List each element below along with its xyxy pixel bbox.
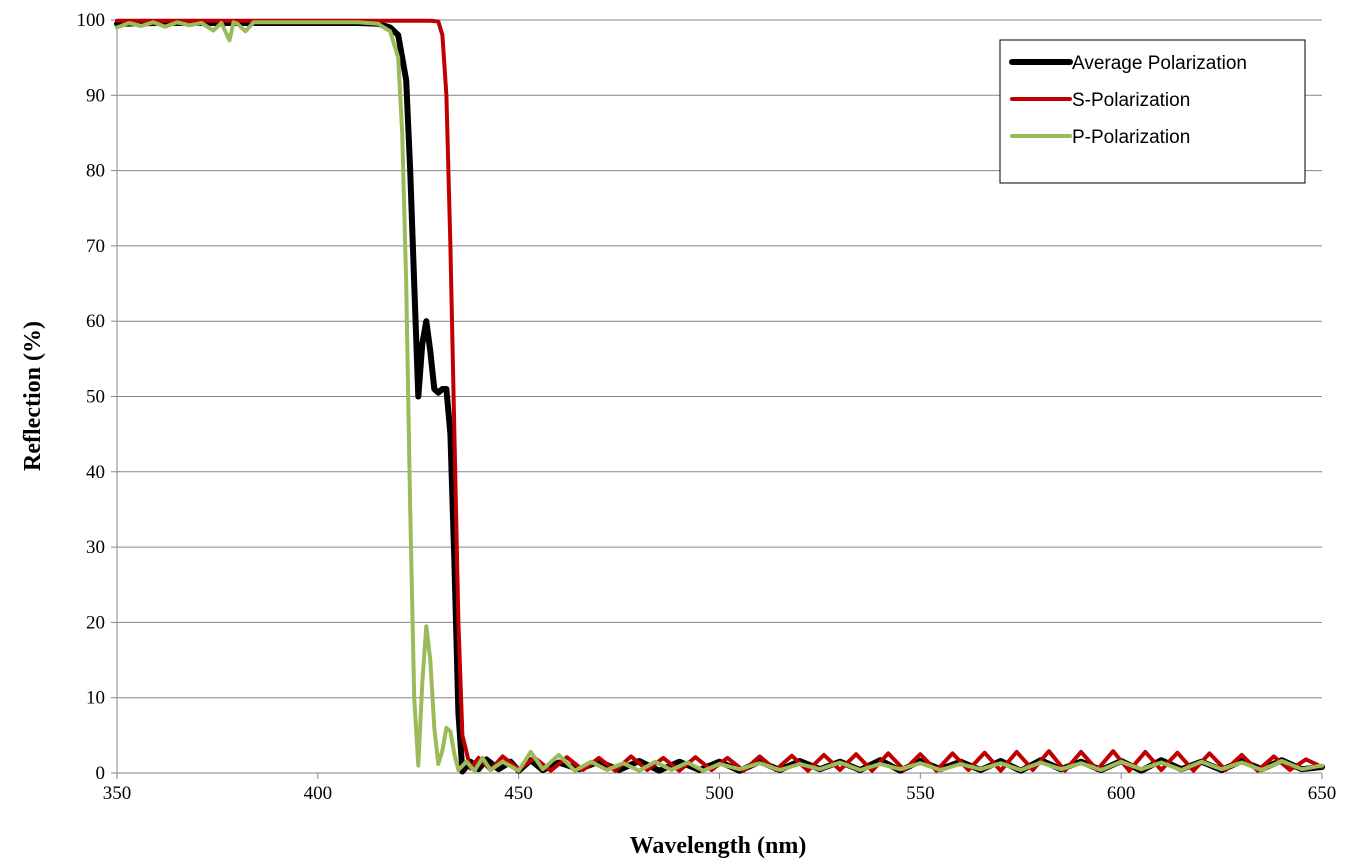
x-tick-label-650: 650 — [1308, 783, 1337, 804]
y-tick-label-100: 100 — [77, 10, 106, 31]
y-tick-label-80: 80 — [86, 161, 105, 182]
y-tick-label-90: 90 — [86, 85, 105, 106]
series-lines — [114, 18, 1325, 775]
x-tick-label-600: 600 — [1107, 783, 1136, 804]
x-tick-label-400: 400 — [304, 783, 333, 804]
y-axis-title: Reflection (%) — [20, 321, 46, 471]
x-tick-label-450: 450 — [504, 783, 533, 804]
legend-label-s-polarization: S-Polarization — [1072, 90, 1190, 111]
x-axis-title: Wavelength (nm) — [630, 833, 807, 859]
y-tick-label-40: 40 — [86, 462, 105, 483]
series-line-p-polarization — [115, 20, 1324, 773]
axes — [111, 19, 1323, 779]
y-tick-label-50: 50 — [86, 387, 105, 408]
y-tick-label-20: 20 — [86, 612, 105, 633]
x-tick-label-500: 500 — [705, 783, 734, 804]
legend-label-average-polarization: Average Polarization — [1072, 53, 1247, 74]
x-tick-label-350: 350 — [103, 783, 132, 804]
tick-labels: 0 10 20 30 40 50 60 70 80 90 100 350 400 450 500 550 600… — [77, 10, 1337, 804]
y-tick-label-0: 0 — [96, 763, 106, 784]
y-tick-label-10: 10 — [86, 688, 105, 709]
legend-label-p-polarization: P-Polarization — [1072, 127, 1190, 148]
y-tick-label-30: 30 — [86, 537, 105, 558]
x-tick-label-550: 550 — [906, 783, 935, 804]
legend: Average Polarization S-Polarization P-Pola… — [999, 39, 1306, 184]
y-tick-label-60: 60 — [86, 311, 105, 332]
y-tick-label-70: 70 — [86, 236, 105, 257]
